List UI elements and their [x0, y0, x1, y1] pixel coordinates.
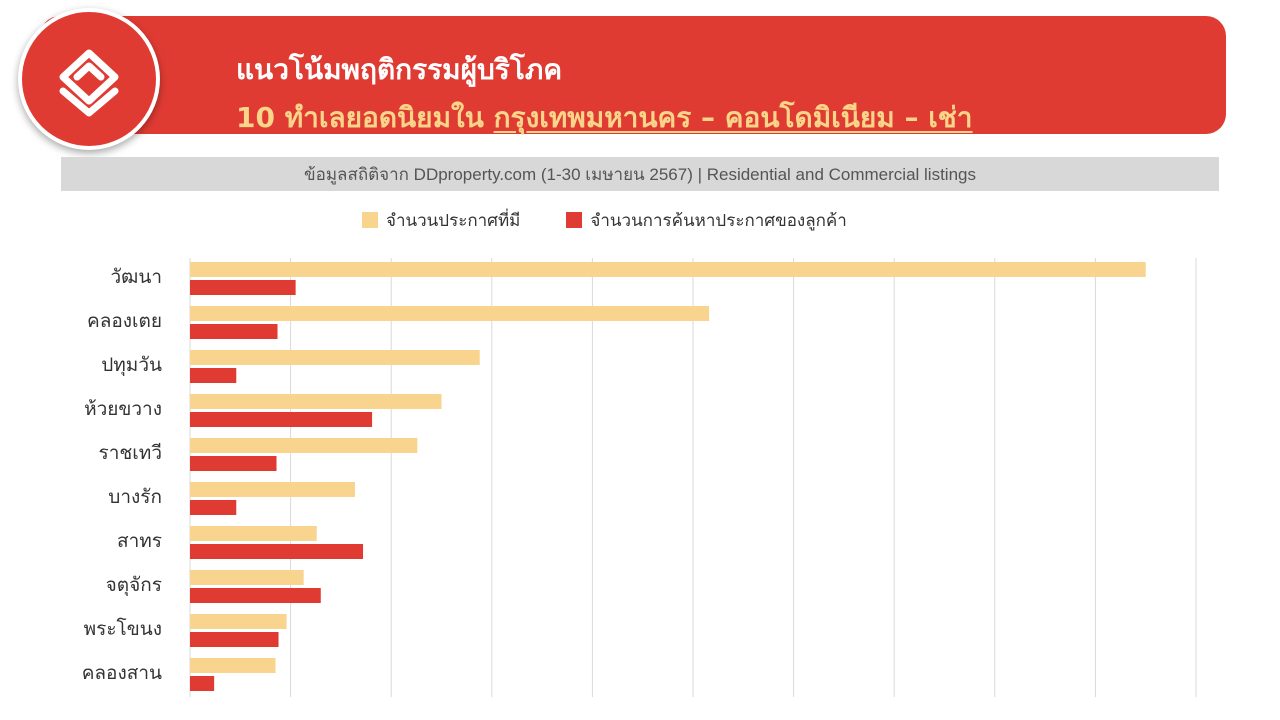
- category-label: คลองเตย: [87, 310, 162, 332]
- category-label: จตุจักร: [106, 574, 162, 597]
- bar-searches: [190, 588, 321, 603]
- bar-listings: [190, 482, 355, 497]
- legend-label-listings: จำนวนประกาศที่มี: [386, 210, 521, 231]
- category-label: สาทร: [117, 530, 162, 552]
- bar-listings: [190, 394, 442, 409]
- bar-listings: [190, 350, 480, 365]
- category-label: ราชเทวี: [99, 442, 162, 464]
- bar-searches: [190, 544, 364, 559]
- bar-searches: [190, 412, 373, 427]
- legend-item-listings: จำนวนประกาศที่มี: [362, 207, 520, 234]
- chart-legend: จำนวนประกาศที่มี จำนวนการค้นหาประกาศของล…: [362, 206, 847, 234]
- bar-listings: [190, 614, 287, 629]
- category-label: คลองสาน: [82, 662, 162, 684]
- house-logo-icon: [59, 49, 119, 117]
- bar-listings: [190, 526, 317, 541]
- bar-listings: [190, 658, 276, 673]
- bar-searches: [190, 368, 237, 383]
- source-note: ข้อมูลสถิติจาก DDproperty.com (1-30 เมษา…: [61, 157, 1219, 191]
- legend-swatch-listings: [362, 212, 378, 228]
- bar-searches: [190, 500, 237, 515]
- bar-listings: [190, 306, 710, 321]
- category-label: พระโขนง: [84, 617, 162, 640]
- subtitle-highlight: กรุงเทพมหานคร – คอนโดมิเนียม – เช่า: [493, 101, 973, 134]
- legend-swatch-searches: [566, 212, 583, 228]
- header-banner: แนวโน้มพฤติกรรมผู้บริโภค 10 ทำเลยอดนิยมใ…: [40, 16, 1226, 134]
- bar-listings: [190, 438, 418, 453]
- logo: [18, 8, 160, 150]
- bar-searches: [190, 676, 215, 691]
- category-label: ปทุมวัน: [101, 354, 162, 377]
- page-subtitle: 10 ทำเลยอดนิยมใน กรุงเทพมหานคร – คอนโดมิ…: [236, 96, 973, 140]
- page-title: แนวโน้มพฤติกรรมผู้บริโภค: [236, 53, 563, 86]
- category-label: ห้วยขวาง: [84, 398, 162, 420]
- bar-searches: [190, 456, 277, 471]
- bar-listings: [190, 570, 304, 585]
- category-label: บางรัก: [108, 486, 162, 508]
- bar-listings: [190, 262, 1146, 277]
- bar-searches: [190, 632, 279, 647]
- subtitle-prefix: 10 ทำเลยอดนิยมใน: [236, 101, 494, 134]
- category-label: วัฒนา: [111, 266, 163, 288]
- legend-item-searches: จำนวนการค้นหาประกาศของลูกค้า: [566, 207, 847, 234]
- legend-label-searches: จำนวนการค้นหาประกาศของลูกค้า: [590, 210, 847, 231]
- bar-searches: [190, 324, 278, 339]
- bar-searches: [190, 280, 296, 295]
